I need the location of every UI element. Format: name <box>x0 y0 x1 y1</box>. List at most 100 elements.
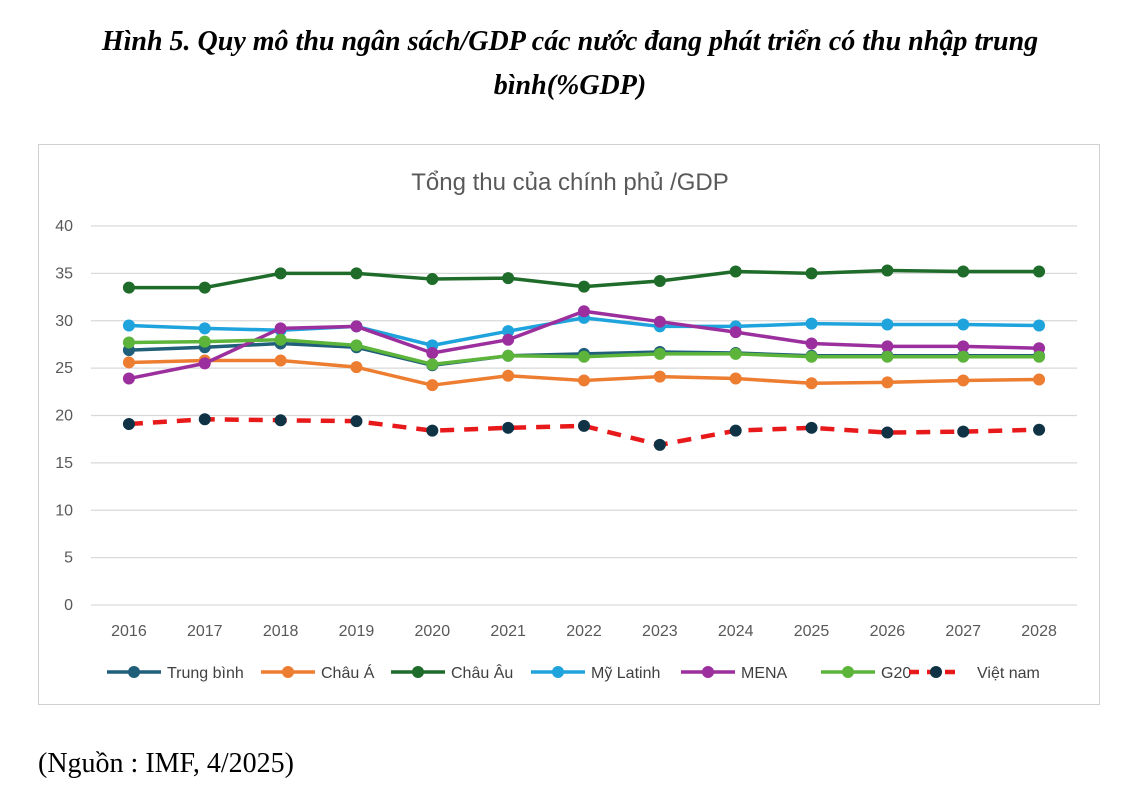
legend-swatch-marker <box>842 666 854 678</box>
data-point <box>274 322 287 335</box>
data-point <box>729 265 742 278</box>
y-tick-label: 25 <box>55 360 73 377</box>
data-point <box>653 274 666 287</box>
data-point <box>122 319 135 332</box>
legend-label: Việt nam <box>977 665 1040 682</box>
data-point <box>426 379 439 392</box>
data-point <box>1033 373 1046 386</box>
data-point <box>805 421 818 434</box>
data-point <box>1033 319 1046 332</box>
data-point <box>729 424 742 437</box>
data-point <box>426 346 439 359</box>
data-point <box>653 315 666 328</box>
data-point <box>274 414 287 427</box>
data-point <box>653 438 666 451</box>
data-point <box>274 354 287 367</box>
data-point <box>198 357 211 370</box>
legend-item: Việt nam <box>909 665 1040 682</box>
y-tick-label: 20 <box>55 408 73 425</box>
x-tick-label: 2022 <box>566 623 602 640</box>
x-tick-label: 2016 <box>111 623 147 640</box>
legend-swatch-marker <box>128 666 140 678</box>
data-point <box>578 419 590 432</box>
data-point <box>957 425 970 438</box>
data-point <box>122 418 135 431</box>
x-tick-label: 2024 <box>718 623 754 640</box>
x-tick-label: 2017 <box>187 623 223 640</box>
data-point <box>578 305 590 318</box>
data-point <box>274 333 287 346</box>
data-point <box>805 377 818 390</box>
data-point <box>1033 342 1046 355</box>
series-4 <box>122 305 1046 385</box>
x-tick-label: 2021 <box>490 623 526 640</box>
legend-item: Trung bình <box>107 665 244 682</box>
y-tick-label: 35 <box>55 265 73 282</box>
legend-swatch-marker <box>282 666 294 678</box>
series-6 <box>122 413 1046 451</box>
data-point <box>805 337 818 350</box>
data-point <box>502 325 515 338</box>
data-point <box>1033 350 1046 363</box>
y-tick-label: 10 <box>55 502 73 519</box>
data-point <box>729 372 742 385</box>
series-1 <box>122 354 1046 392</box>
data-point <box>122 336 135 349</box>
series-layer <box>122 264 1046 451</box>
data-point <box>881 426 894 439</box>
x-tick-label: 2019 <box>339 623 375 640</box>
data-point <box>502 349 515 362</box>
data-point <box>653 347 666 360</box>
data-point <box>502 333 515 346</box>
legend-label: MENA <box>741 665 788 682</box>
data-point <box>350 267 363 280</box>
legend: Trung bình Châu Á Châu Âu Mỹ Latinh MENA G20 V… <box>107 663 1040 682</box>
series-5 <box>122 333 1046 371</box>
legend-item: MENA <box>681 665 788 682</box>
data-point <box>653 370 666 383</box>
legend-swatch-marker <box>552 666 564 678</box>
x-tick-label: 2028 <box>1021 623 1057 640</box>
legend-item: Châu Âu <box>391 663 513 682</box>
figure-title: Hình 5. Quy mô thu ngân sách/GDP các nướ… <box>101 26 1039 101</box>
data-point <box>198 322 211 335</box>
data-point <box>122 281 135 294</box>
data-point <box>502 272 515 285</box>
data-point <box>881 318 894 331</box>
data-point <box>578 280 590 293</box>
data-point <box>426 358 439 371</box>
data-point <box>957 374 970 387</box>
data-point <box>198 281 211 294</box>
x-tick-label: 2025 <box>794 623 830 640</box>
legend-label: Châu Âu <box>451 663 513 682</box>
x-axis-ticks: 2016 2017 2018 2019 2020 2021 2022 2023 2024 2025… <box>111 623 1057 640</box>
source-note: (Nguồn : IMF, 4/2025) <box>38 748 294 779</box>
line-chart: Tổng thu của chính phủ /GDP 051015202530… <box>55 169 1077 682</box>
chart-frame: Tổng thu của chính phủ /GDP 0 5 10 15 20 25 30… <box>38 144 1100 705</box>
data-point <box>957 350 970 363</box>
y-tick-label: 0 <box>64 597 73 614</box>
data-point <box>957 340 970 353</box>
x-tick-label: 2020 <box>415 623 451 640</box>
chart-title: Tổng thu của chính phủ /GDP <box>411 169 729 196</box>
legend-label: Châu Á <box>321 663 375 682</box>
legend-swatch-marker <box>702 666 714 678</box>
data-point <box>426 424 439 437</box>
y-tick-label: 5 <box>64 550 73 567</box>
series-2 <box>122 264 1046 294</box>
data-point <box>122 356 135 369</box>
x-tick-label: 2027 <box>945 623 981 640</box>
data-point <box>350 320 363 333</box>
data-point <box>881 350 894 363</box>
data-point <box>1033 265 1046 278</box>
data-point <box>881 340 894 353</box>
legend-label: G20 <box>881 665 911 682</box>
legend-item: G20 <box>821 665 911 682</box>
legend-swatch-marker <box>412 666 424 678</box>
legend-label: Mỹ Latinh <box>591 665 660 682</box>
y-tick-label: 30 <box>55 313 73 330</box>
data-point <box>578 350 590 363</box>
x-tick-label: 2026 <box>870 623 906 640</box>
legend-swatch-marker <box>930 666 942 678</box>
legend-item: Mỹ Latinh <box>531 665 660 682</box>
